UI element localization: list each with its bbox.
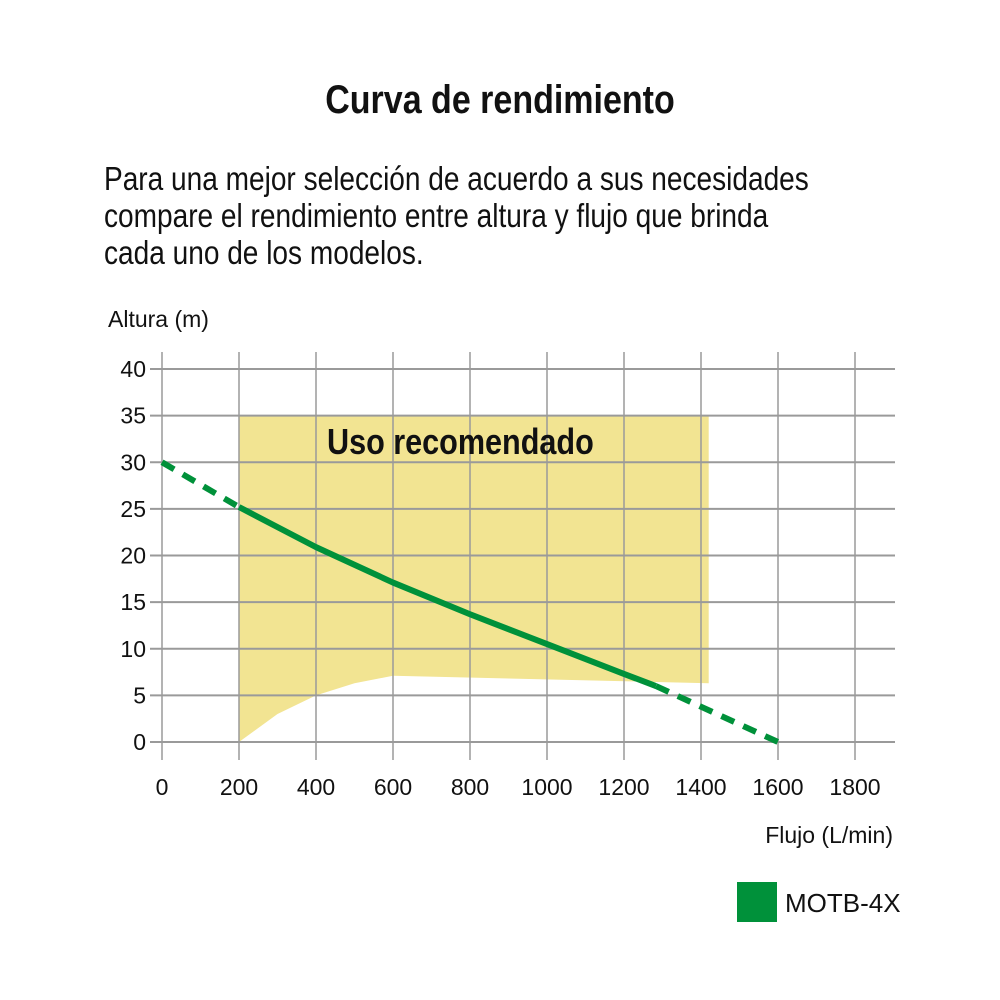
series-line-dashed-start bbox=[160, 459, 241, 510]
y-tick-label: 10 bbox=[120, 636, 146, 662]
x-tick-label: 1600 bbox=[752, 774, 803, 800]
y-tick-label: 5 bbox=[133, 682, 146, 708]
series-line-solid bbox=[237, 504, 658, 689]
legend-swatch bbox=[737, 882, 777, 922]
x-tick-label: 1200 bbox=[598, 774, 649, 800]
x-tick-label: 200 bbox=[220, 774, 258, 800]
x-tick-label: 1000 bbox=[521, 774, 572, 800]
x-tick-label: 400 bbox=[297, 774, 335, 800]
y-tick-label: 40 bbox=[120, 356, 146, 382]
x-tick-label: 800 bbox=[451, 774, 489, 800]
y-axis-label: Altura (m) bbox=[108, 306, 209, 332]
y-tick-label: 20 bbox=[120, 543, 146, 569]
region-label: Uso recomendado bbox=[327, 423, 594, 463]
page-title: Curva de rendimiento bbox=[325, 78, 675, 122]
y-tick-label: 30 bbox=[120, 449, 146, 475]
y-tick-label: 25 bbox=[120, 496, 146, 522]
x-tick-label: 0 bbox=[156, 774, 169, 800]
y-tick-label: 35 bbox=[120, 403, 146, 429]
description: Para una mejor selección de acuerdo a su… bbox=[104, 160, 809, 271]
x-axis-label: Flujo (L/min) bbox=[765, 822, 893, 848]
recommended-region bbox=[239, 415, 709, 742]
legend-label: MOTB-4X bbox=[785, 888, 901, 918]
x-tick-label: 1800 bbox=[829, 774, 880, 800]
y-tick-label: 0 bbox=[133, 729, 146, 755]
x-tick-label: 1400 bbox=[675, 774, 726, 800]
y-tick-label: 15 bbox=[120, 589, 146, 615]
x-tick-label: 600 bbox=[374, 774, 412, 800]
